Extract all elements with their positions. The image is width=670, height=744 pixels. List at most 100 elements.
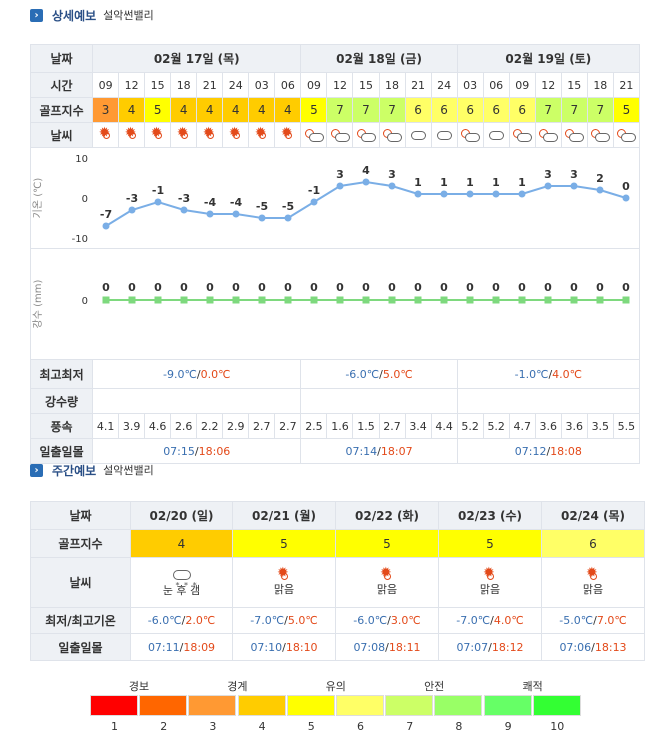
rain-point — [310, 296, 318, 304]
temperature-point — [310, 198, 318, 206]
time-value: 18 — [176, 78, 191, 92]
rain-data-label: 0 — [258, 281, 266, 294]
golf-index-cell: 7 — [352, 97, 380, 123]
weekly-weather-text: 맑음 — [479, 583, 501, 596]
legend-color-swatch — [139, 695, 188, 716]
weekly-golf-label: 골프지수 — [30, 529, 131, 558]
golf-index-value: 7 — [570, 103, 579, 117]
max-temp: 4.0℃ — [552, 367, 583, 381]
temperature-point — [362, 178, 370, 186]
weather-cell — [352, 122, 380, 148]
sun-cell: 07:15/18:06 — [92, 438, 302, 464]
weekly-forecast-table: 날짜 02/20 (일) 02/21 (월) 02/22 (화) 02/23 (수) 02… — [30, 501, 645, 661]
golf-index-cell: 4 — [170, 97, 198, 123]
day-header: 02월 19일 (토) — [456, 44, 641, 73]
golf-index-value: 3 — [101, 103, 110, 117]
time-cell: 21 — [612, 72, 641, 98]
weather-cell — [92, 122, 120, 148]
sunset: 18:07 — [380, 444, 413, 458]
golf-index-cell: 4 — [274, 97, 302, 123]
rain-data-label: 0 — [388, 281, 396, 294]
weekly-day-header: 02/22 (화) — [335, 501, 439, 530]
golf-index-cell: 6 — [456, 97, 484, 123]
wind-cell: 3.6 — [534, 413, 562, 439]
rain-point — [414, 296, 422, 304]
partly-cloudy-icon — [512, 128, 533, 142]
rain-point — [128, 296, 136, 304]
legend-number: 10 — [550, 720, 565, 733]
sun-icon — [203, 125, 217, 142]
weather-cell — [118, 122, 146, 148]
weekly-weather-cell: 맑음 — [232, 557, 336, 608]
weekly-sunrise: 07:07 — [456, 640, 489, 654]
time-cell: 15 — [144, 72, 172, 98]
sun-icon — [281, 125, 295, 142]
sun-icon — [151, 125, 165, 142]
wind-cell: 1.6 — [326, 413, 354, 439]
legend-color-swatch — [90, 695, 138, 716]
rain-data-label: 0 — [570, 281, 578, 294]
temperature-point — [518, 190, 526, 198]
weekly-section-title: › 주간예보 설악썬밸리 — [30, 462, 154, 478]
wind-value: 4.4 — [435, 419, 453, 433]
wind-cell: 4.7 — [508, 413, 536, 439]
golf-label: 골프지수 — [29, 97, 94, 123]
rain-point — [284, 296, 292, 304]
weekly-weather-label: 날씨 — [30, 557, 131, 608]
rain-point — [362, 296, 370, 304]
time-cell: 03 — [456, 72, 484, 98]
weather-cell — [326, 122, 354, 148]
time-value: 12 — [332, 78, 347, 92]
minmax-cell: -9.0℃/0.0℃ — [92, 359, 302, 389]
wind-cell: 2.7 — [378, 413, 406, 439]
legend-color-swatch — [286, 695, 335, 716]
time-cell: 15 — [352, 72, 380, 98]
weekly-golf-value: 4 — [177, 536, 186, 551]
weather-cell — [586, 122, 614, 148]
weekly-golf-cell: 4 — [130, 529, 233, 558]
min-temp: -9.0℃ — [163, 367, 197, 381]
golf-index-cell: 7 — [534, 97, 562, 123]
wind-value: 1.5 — [357, 419, 375, 433]
legend-number: 3 — [209, 720, 217, 733]
wind-value: 3.5 — [591, 419, 610, 433]
golf-index-value: 4 — [284, 103, 292, 117]
legend-category-label: 경계 — [227, 680, 248, 693]
temperature-data-label: -1 — [152, 184, 164, 197]
partly-cloudy-icon — [616, 128, 637, 142]
wind-cell: 4.6 — [144, 413, 172, 439]
time-cell: 21 — [196, 72, 224, 98]
legend-number: 1 — [111, 720, 118, 733]
legend-color-swatch — [385, 695, 434, 716]
wind-value: 4.6 — [148, 419, 167, 433]
golf-index-value: 4 — [231, 103, 240, 117]
weekly-day-date: 02/23 (수) — [458, 509, 522, 523]
weather-cell — [456, 122, 484, 148]
weather-cell — [222, 122, 250, 148]
weekly-day-date: 02/21 (월) — [252, 509, 316, 523]
weekly-golf-value: 6 — [589, 536, 597, 551]
temperature-data-label: 4 — [362, 164, 370, 177]
legend-color-swatch — [532, 695, 581, 716]
legend-number: 8 — [455, 720, 463, 733]
time-value: 21 — [202, 78, 217, 92]
partly-cloudy-icon — [356, 128, 376, 142]
legend-color-swatch — [188, 695, 237, 716]
time-cell: 18 — [378, 72, 406, 98]
min-temp: -6.0℃ — [345, 367, 380, 381]
rain-point — [258, 296, 266, 304]
wind-cell: 2.6 — [170, 413, 198, 439]
rain-point — [206, 296, 214, 304]
rain-point — [180, 296, 188, 304]
temperature-data-label: 3 — [336, 168, 344, 181]
rain-data-label: 0 — [284, 281, 292, 294]
temperature-point — [154, 198, 162, 206]
weekly-max-temp: 2.0℃ — [185, 614, 216, 627]
weather-cell — [612, 122, 641, 148]
sunset: 18:06 — [198, 444, 231, 458]
rain-point — [518, 296, 526, 304]
temperature-tick-label: 0 — [82, 194, 88, 205]
weather-label-text: 날씨 — [50, 128, 73, 143]
rain-data-label: 0 — [154, 281, 162, 294]
golf-index-cell: 4 — [196, 97, 224, 123]
